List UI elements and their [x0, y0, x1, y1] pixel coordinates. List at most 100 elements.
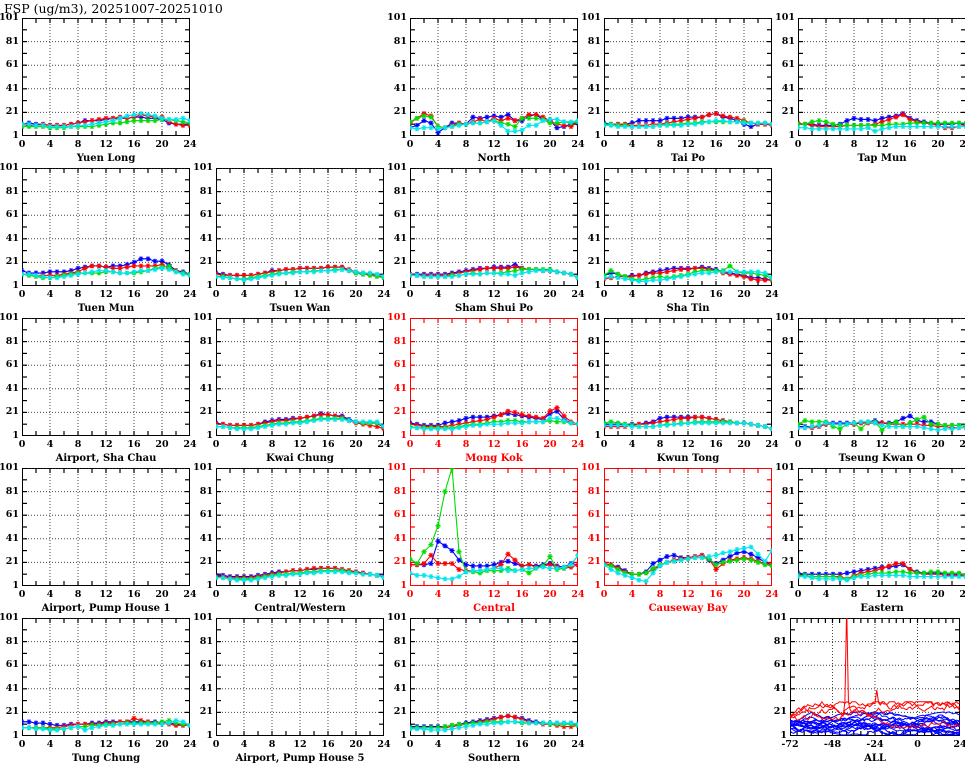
plot-canvas [216, 618, 384, 736]
x-axis-tick-label: 16 [321, 439, 335, 450]
x-axis-tick-label: 12 [681, 439, 695, 450]
x-axis-tick-label: 8 [850, 439, 858, 450]
x-axis-tick-label: 24 [183, 439, 197, 450]
x-axis-tick-label: 24 [377, 739, 391, 750]
plot-canvas [798, 18, 965, 136]
x-axis-tick-label: 12 [487, 739, 501, 750]
y-axis-tick-label: 41 [5, 232, 19, 244]
x-axis-tick-label: 0 [794, 589, 802, 600]
y-axis-tick-label: 101 [0, 612, 19, 623]
plot-canvas [22, 18, 190, 136]
y-axis-tick-label: 61 [199, 209, 213, 221]
y-axis-tick-label: 1 [12, 580, 19, 591]
y-axis-tick-label: 101 [581, 162, 601, 173]
y-axis-tick-label: 61 [199, 509, 213, 521]
y-axis-tick-label: 21 [5, 256, 19, 268]
x-axis-tick-label: 8 [850, 589, 858, 600]
panel-title: Central [473, 603, 515, 614]
y-axis-tick-label: 21 [393, 706, 407, 718]
y-axis-tick-label: 61 [773, 659, 787, 671]
x-axis-tick-label: 24 [765, 439, 779, 450]
plot-canvas [604, 318, 772, 436]
y-axis-tick-label: 1 [400, 280, 407, 291]
x-axis-tick-label: 16 [127, 589, 141, 600]
y-axis-tick-label: 101 [0, 162, 19, 173]
y-axis-tick-label: 1 [594, 280, 601, 291]
y-axis-tick-label: 21 [587, 106, 601, 118]
y-axis-tick-label: 101 [193, 312, 213, 323]
y-axis-tick-label: 81 [5, 35, 19, 47]
y-axis-tick-label: 41 [199, 232, 213, 244]
y-axis-tick-label: 1 [206, 580, 213, 591]
x-axis-tick-label: 16 [321, 289, 335, 300]
x-axis-tick-label: 20 [931, 439, 945, 450]
y-axis-tick-label: 1 [788, 580, 795, 591]
chart-panel: 1 21 41 61 81 101 0 4 8 12 16 20 24 Tseung Kwan O [775, 313, 965, 470]
x-axis-tick-label: 0 [794, 139, 802, 150]
y-axis-tick-label: 61 [393, 209, 407, 221]
x-axis-tick-label: 16 [515, 139, 529, 150]
chart-panel: 1 21 41 61 81 101 -72 -48 -24 0 24 ALL [767, 613, 965, 770]
y-axis-tick-label: 41 [587, 532, 601, 544]
x-axis-tick-label: 16 [515, 439, 529, 450]
x-axis-tick-label: 0 [406, 289, 414, 300]
plot-frame [216, 318, 384, 436]
x-axis-tick-label: 12 [99, 289, 113, 300]
y-axis-tick-label: 101 [581, 12, 601, 23]
x-axis-tick-label: 4 [628, 139, 636, 150]
x-axis-tick-label: 16 [903, 439, 917, 450]
x-axis-tick-label: 4 [434, 439, 442, 450]
x-axis-tick-label: 8 [74, 439, 82, 450]
y-axis-tick-label: 21 [393, 556, 407, 568]
chart-panel: 1 21 41 61 81 101 0 4 8 12 16 20 24 Tai Po [581, 13, 778, 170]
x-axis-tick-label: 8 [74, 589, 82, 600]
y-axis-tick-label: 101 [387, 312, 407, 323]
x-axis-tick-label: 12 [487, 589, 501, 600]
x-axis-tick-label: 8 [850, 139, 858, 150]
y-axis-tick-label: 21 [5, 706, 19, 718]
x-axis-tick-label: 16 [709, 589, 723, 600]
y-axis-tick-label: 41 [199, 532, 213, 544]
x-axis-tick-label: 24 [377, 589, 391, 600]
panel-title: Airport, Sha Chau [55, 453, 157, 464]
y-axis-tick-label: 61 [199, 359, 213, 371]
plot-canvas [22, 318, 190, 436]
y-axis-tick-label: 41 [393, 382, 407, 394]
y-axis-tick-label: 81 [199, 485, 213, 497]
x-axis-tick-label: 0 [794, 439, 802, 450]
chart-panel: 1 21 41 61 81 101 0 4 8 12 16 20 24 Causeway Bay [581, 463, 778, 620]
y-axis-tick-label: 101 [0, 462, 19, 473]
x-axis-tick-label: 16 [321, 739, 335, 750]
x-axis-tick-label: 8 [462, 739, 470, 750]
plot-frame [410, 618, 578, 736]
chart-panel: 1 21 41 61 81 101 0 4 8 12 16 20 24 Tung Chung [0, 613, 197, 770]
y-axis-tick-label: 81 [393, 335, 407, 347]
y-axis-tick-label: 1 [206, 730, 213, 741]
y-axis-tick-label: 81 [199, 185, 213, 197]
x-axis-tick-label: 8 [74, 289, 82, 300]
x-axis-tick-label: 12 [487, 289, 501, 300]
y-axis-tick-label: 21 [781, 106, 795, 118]
x-axis-tick-label: 20 [155, 139, 169, 150]
y-axis-tick-label: 101 [775, 12, 795, 23]
y-axis-tick-label: 21 [587, 406, 601, 418]
plot-canvas [410, 18, 578, 136]
x-axis-tick-label: 4 [46, 589, 54, 600]
x-axis-tick-label: 4 [628, 439, 636, 450]
y-axis-tick-label: 101 [387, 462, 407, 473]
y-axis-tick-label: 21 [773, 706, 787, 718]
y-axis-tick-label: 1 [788, 130, 795, 141]
x-axis-tick-label: 4 [628, 289, 636, 300]
y-axis-tick-label: 21 [587, 256, 601, 268]
plot-canvas [22, 468, 190, 586]
x-axis-tick-label: 0 [18, 289, 26, 300]
y-axis-tick-label: 1 [400, 430, 407, 441]
y-axis-tick-label: 41 [773, 682, 787, 694]
chart-panel: 1 21 41 61 81 101 0 4 8 12 16 20 24 Mong Kok [387, 313, 584, 470]
y-axis-tick-label: 41 [393, 532, 407, 544]
x-axis-tick-label: 4 [240, 289, 248, 300]
x-axis-tick-label: 0 [18, 589, 26, 600]
y-axis-tick-label: 1 [400, 130, 407, 141]
x-axis-tick-label: 4 [46, 439, 54, 450]
y-axis-tick-label: 21 [587, 556, 601, 568]
